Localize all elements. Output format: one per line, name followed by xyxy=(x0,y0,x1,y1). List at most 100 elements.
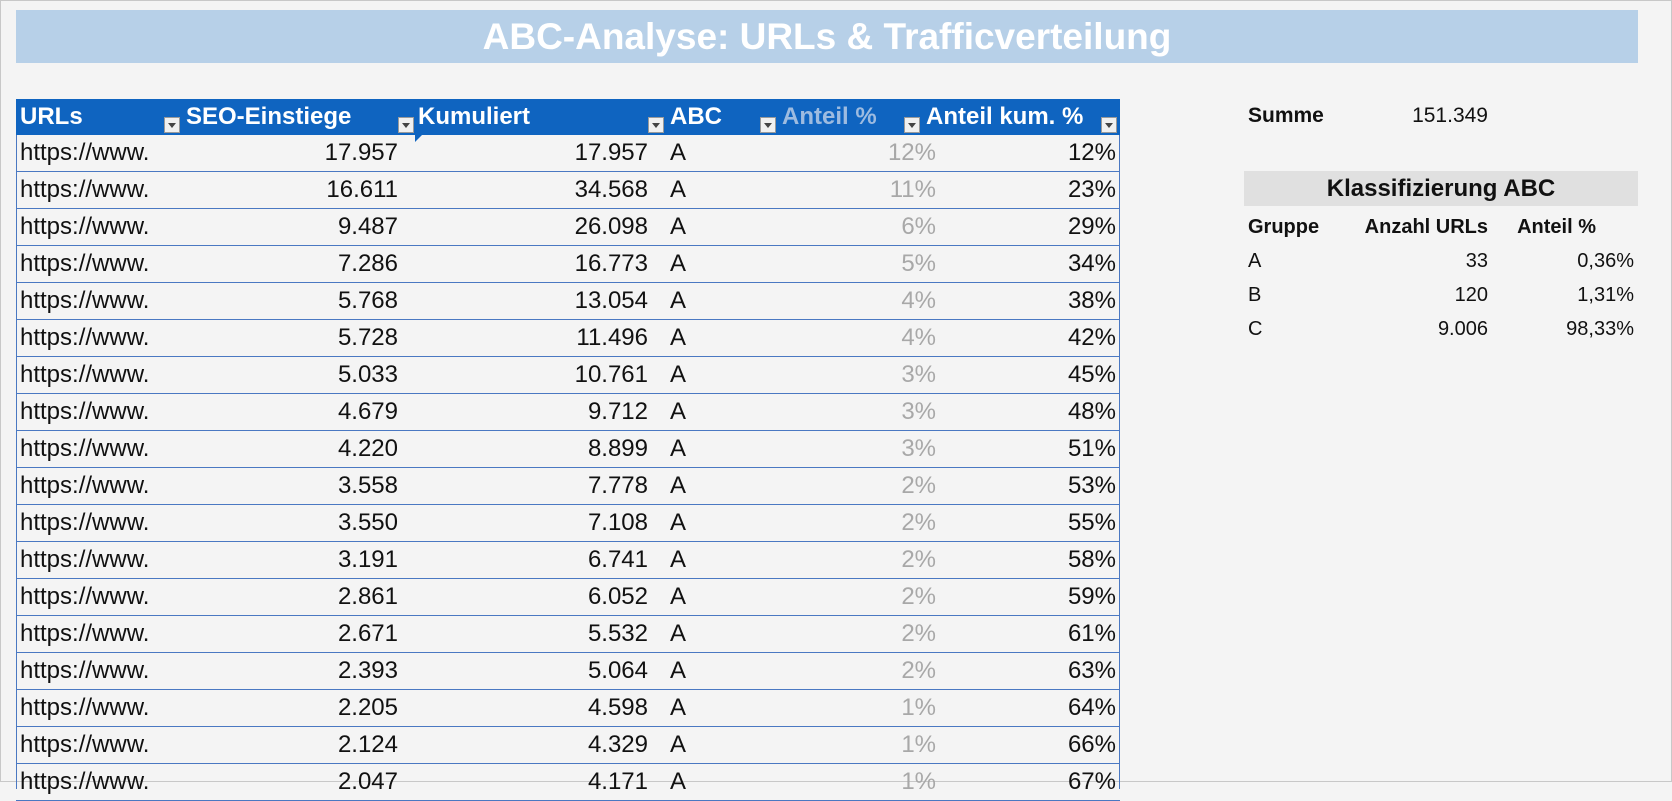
cell-kumuliert[interactable]: 16.773 xyxy=(574,250,648,277)
cell-abc[interactable]: A xyxy=(670,250,687,277)
cell-url[interactable]: https://www. xyxy=(20,509,150,536)
cell-seo-einstiege[interactable]: 2.205 xyxy=(337,694,398,721)
cell-anteil[interactable]: 4% xyxy=(901,324,936,351)
klass-anzahl[interactable]: 120 xyxy=(1454,284,1488,306)
cell-kumuliert[interactable]: 10.761 xyxy=(574,361,648,388)
cell-anteil-kum[interactable]: 66% xyxy=(1067,731,1116,758)
cell-seo-einstiege[interactable]: 2.047 xyxy=(337,768,398,795)
summe-value[interactable]: 151.349 xyxy=(1412,104,1488,127)
cell-anteil-kum[interactable]: 38% xyxy=(1067,287,1116,314)
cell-anteil-kum[interactable]: 45% xyxy=(1067,361,1116,388)
filter-dropdown-icon[interactable] xyxy=(164,117,180,133)
cell-abc[interactable]: A xyxy=(670,694,687,721)
cell-url[interactable]: https://www. xyxy=(20,250,150,277)
cell-abc[interactable]: A xyxy=(670,731,687,758)
cell-abc[interactable]: A xyxy=(670,361,687,388)
cell-url[interactable]: https://www. xyxy=(20,287,150,314)
cell-kumuliert[interactable]: 17.957 xyxy=(574,139,648,166)
cell-url[interactable]: https://www. xyxy=(20,139,150,166)
cell-kumuliert[interactable]: 4.329 xyxy=(587,731,648,758)
cell-anteil[interactable]: 3% xyxy=(901,435,936,462)
cell-url[interactable]: https://www. xyxy=(20,694,150,721)
cell-kumuliert[interactable]: 34.568 xyxy=(574,176,648,203)
cell-abc[interactable]: A xyxy=(670,324,687,351)
cell-kumuliert[interactable]: 6.741 xyxy=(587,546,648,573)
cell-anteil[interactable]: 2% xyxy=(901,583,936,610)
cell-anteil-kum[interactable]: 63% xyxy=(1067,657,1116,684)
header-abc[interactable]: ABC xyxy=(666,99,766,135)
header-seo-einstiege[interactable]: SEO-Einstiege xyxy=(182,99,398,135)
cell-seo-einstiege[interactable]: 2.861 xyxy=(337,583,398,610)
cell-abc[interactable]: A xyxy=(670,509,687,536)
cell-url[interactable]: https://www. xyxy=(20,176,150,203)
cell-anteil[interactable]: 11% xyxy=(889,176,936,203)
cell-anteil-kum[interactable]: 51% xyxy=(1067,435,1116,462)
cell-anteil[interactable]: 2% xyxy=(901,620,936,647)
cell-url[interactable]: https://www. xyxy=(20,657,150,684)
klass-anteil[interactable]: 98,33% xyxy=(1566,318,1634,340)
cell-url[interactable]: https://www. xyxy=(20,398,150,425)
cell-anteil-kum[interactable]: 53% xyxy=(1067,472,1116,499)
cell-abc[interactable]: A xyxy=(670,139,687,166)
cell-anteil[interactable]: 2% xyxy=(901,546,936,573)
klass-anteil[interactable]: 1,31% xyxy=(1577,284,1634,306)
cell-kumuliert[interactable]: 5.532 xyxy=(587,620,648,647)
cell-url[interactable]: https://www. xyxy=(20,472,150,499)
filter-dropdown-icon[interactable] xyxy=(760,117,776,133)
klass-anzahl[interactable]: 33 xyxy=(1465,250,1488,272)
cell-anteil[interactable]: 2% xyxy=(901,509,936,536)
cell-seo-einstiege[interactable]: 7.286 xyxy=(337,250,398,277)
filter-dropdown-icon[interactable] xyxy=(648,117,664,133)
cell-anteil-kum[interactable]: 67% xyxy=(1067,768,1116,795)
cell-url[interactable]: https://www. xyxy=(20,546,150,573)
cell-abc[interactable]: A xyxy=(670,620,687,647)
cell-abc[interactable]: A xyxy=(670,435,687,462)
cell-kumuliert[interactable]: 4.598 xyxy=(587,694,648,721)
header-urls[interactable]: URLs xyxy=(16,99,182,135)
cell-abc[interactable]: A xyxy=(670,176,687,203)
cell-abc[interactable]: A xyxy=(670,546,687,573)
cell-anteil-kum[interactable]: 29% xyxy=(1067,213,1116,240)
cell-abc[interactable]: A xyxy=(670,287,687,314)
cell-seo-einstiege[interactable]: 17.957 xyxy=(324,139,398,166)
klass-gruppe[interactable]: C xyxy=(1248,318,1263,340)
cell-kumuliert[interactable]: 7.778 xyxy=(587,472,648,499)
cell-anteil-kum[interactable]: 12% xyxy=(1067,139,1116,166)
cell-seo-einstiege[interactable]: 3.558 xyxy=(337,472,398,499)
cell-url[interactable]: https://www. xyxy=(20,361,150,388)
cell-kumuliert[interactable]: 5.064 xyxy=(587,657,648,684)
cell-kumuliert[interactable]: 7.108 xyxy=(587,509,648,536)
cell-anteil-kum[interactable]: 58% xyxy=(1067,546,1116,573)
cell-anteil[interactable]: 1% xyxy=(901,694,936,721)
cell-anteil-kum[interactable]: 61% xyxy=(1067,620,1116,647)
cell-url[interactable]: https://www. xyxy=(20,213,150,240)
cell-abc[interactable]: A xyxy=(670,768,687,795)
cell-seo-einstiege[interactable]: 5.768 xyxy=(337,287,398,314)
cell-anteil-kum[interactable]: 34% xyxy=(1067,250,1116,277)
cell-abc[interactable]: A xyxy=(670,657,687,684)
cell-seo-einstiege[interactable]: 2.671 xyxy=(337,620,398,647)
header-anteil-kum[interactable]: Anteil kum. % xyxy=(922,99,1112,135)
cell-anteil-kum[interactable]: 59% xyxy=(1067,583,1116,610)
cell-anteil[interactable]: 6% xyxy=(901,213,936,240)
cell-url[interactable]: https://www. xyxy=(20,435,150,462)
cell-url[interactable]: https://www. xyxy=(20,768,150,795)
cell-anteil[interactable]: 12% xyxy=(887,139,936,166)
klass-anteil[interactable]: 0,36% xyxy=(1577,250,1634,272)
cell-abc[interactable]: A xyxy=(670,583,687,610)
cell-abc[interactable]: A xyxy=(670,472,687,499)
cell-seo-einstiege[interactable]: 4.220 xyxy=(337,435,398,462)
cell-abc[interactable]: A xyxy=(670,213,687,240)
klass-anzahl[interactable]: 9.006 xyxy=(1437,318,1488,340)
cell-kumuliert[interactable]: 4.171 xyxy=(587,768,648,795)
filter-dropdown-icon[interactable] xyxy=(1101,117,1117,133)
cell-anteil[interactable]: 3% xyxy=(901,361,936,388)
cell-url[interactable]: https://www. xyxy=(20,731,150,758)
cell-seo-einstiege[interactable]: 2.393 xyxy=(337,657,398,684)
filter-dropdown-icon[interactable] xyxy=(398,117,414,133)
cell-anteil-kum[interactable]: 23% xyxy=(1067,176,1116,203)
cell-kumuliert[interactable]: 26.098 xyxy=(574,213,648,240)
cell-url[interactable]: https://www. xyxy=(20,620,150,647)
filter-dropdown-icon[interactable] xyxy=(904,117,920,133)
klass-gruppe[interactable]: A xyxy=(1248,250,1262,272)
